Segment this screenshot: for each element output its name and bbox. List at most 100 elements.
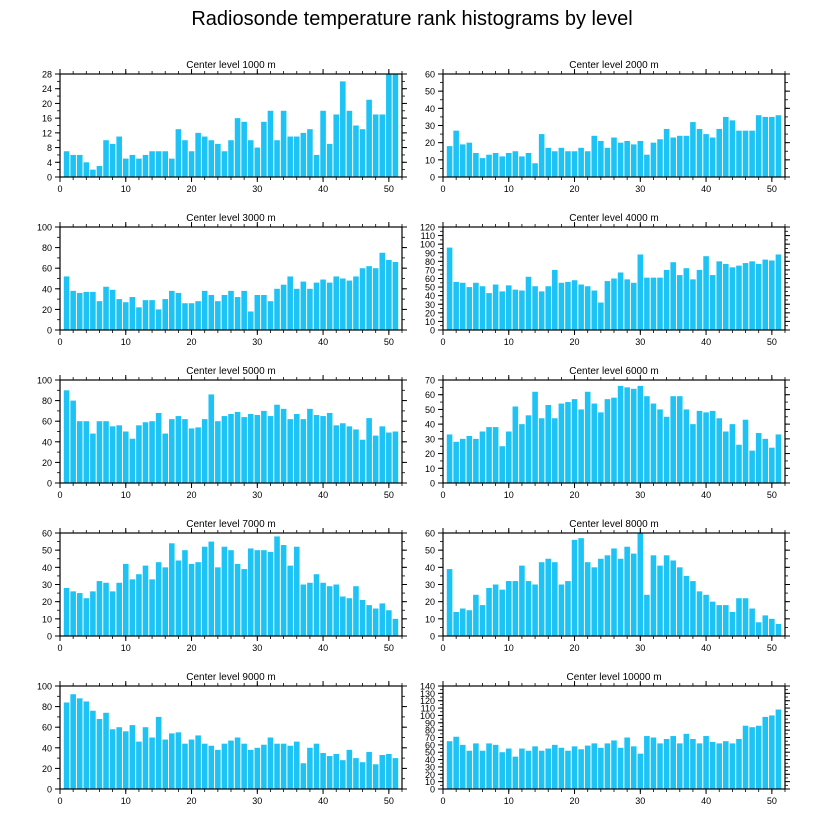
x-tick-label: 20 (570, 337, 580, 347)
bar (228, 413, 234, 483)
bar (215, 749, 221, 789)
bar (228, 740, 234, 789)
y-tick-label: 0 (47, 632, 52, 642)
bar (644, 396, 650, 483)
bar (103, 421, 109, 483)
bar (683, 733, 690, 789)
bar (670, 396, 676, 483)
bar (215, 301, 221, 330)
bar (604, 281, 611, 330)
bar (287, 745, 293, 789)
bar (103, 712, 109, 789)
bar (775, 434, 782, 483)
bar (749, 727, 755, 789)
panel-title: Center level 7000 m (186, 519, 276, 530)
bar (446, 741, 453, 789)
bar (70, 154, 76, 177)
bar (228, 140, 234, 177)
bar (320, 752, 326, 789)
bar (300, 419, 307, 483)
bar (386, 74, 392, 177)
bar (769, 715, 775, 789)
bar (261, 410, 267, 483)
bar (644, 736, 650, 789)
y-tick-label: 110 (421, 231, 435, 241)
bar (116, 299, 122, 330)
bar (716, 743, 723, 789)
bar (505, 285, 512, 330)
bar (749, 608, 755, 636)
y-tick-label: 80 (425, 726, 435, 736)
bar (182, 303, 188, 330)
bar (466, 610, 473, 636)
bar (584, 745, 591, 789)
x-tick-label: 20 (570, 184, 580, 194)
bar (584, 151, 591, 177)
bar (545, 147, 552, 177)
bar (129, 579, 136, 636)
bar (326, 756, 333, 789)
bar (392, 431, 399, 483)
bar (769, 618, 775, 636)
bar (755, 725, 762, 789)
bar (379, 755, 386, 789)
bar (630, 746, 637, 789)
bar (162, 433, 169, 483)
x-tick-label: 0 (440, 643, 445, 653)
bar (525, 415, 532, 483)
y-tick-label: 30 (425, 121, 435, 131)
panel-6: Center level 6000 m 0 10 20 30 40 50 60 70 0 10 20 3… (425, 366, 790, 500)
bar (696, 269, 703, 330)
bar (96, 581, 103, 636)
bar (116, 582, 122, 636)
bar (611, 278, 617, 330)
bar (287, 419, 293, 483)
bar (274, 404, 280, 483)
y-tick-label: 0 (47, 479, 52, 489)
bar (703, 412, 709, 483)
panel-4: Center level 4000 m010203040506070809010… (420, 213, 790, 347)
bar (379, 252, 386, 330)
bar (234, 411, 241, 483)
bar (676, 567, 683, 636)
bar (83, 421, 90, 483)
y-tick-label: 30 (42, 580, 52, 590)
bar (532, 746, 538, 789)
bar (584, 391, 591, 483)
bar (453, 130, 459, 177)
bar (155, 716, 162, 789)
bar (611, 740, 617, 789)
bar (287, 276, 293, 330)
y-tick-label: 130 (420, 689, 435, 699)
bar (729, 424, 736, 483)
bar (630, 144, 637, 177)
x-tick-label: 0 (440, 184, 445, 194)
bar (473, 152, 479, 177)
bar (473, 438, 479, 483)
bar (459, 608, 466, 636)
bar (446, 569, 453, 636)
panel-title: Center level 6000 m (569, 366, 659, 377)
bar (195, 301, 201, 330)
bar (234, 118, 241, 177)
bar (709, 601, 716, 636)
bar (353, 276, 359, 330)
y-tick-label: 10 (425, 464, 435, 474)
bar (644, 154, 650, 177)
bar (195, 132, 201, 177)
bar (446, 434, 453, 483)
bar (538, 134, 545, 177)
bar (755, 263, 762, 330)
bar (584, 562, 591, 636)
bar (201, 419, 208, 483)
bar (512, 406, 519, 483)
bar (241, 290, 247, 330)
bar (175, 732, 182, 789)
bar (372, 608, 379, 636)
bar (749, 261, 755, 330)
x-tick-label: 40 (701, 184, 711, 194)
x-tick-label: 20 (570, 490, 580, 500)
bar (598, 747, 604, 789)
bar (558, 147, 565, 177)
